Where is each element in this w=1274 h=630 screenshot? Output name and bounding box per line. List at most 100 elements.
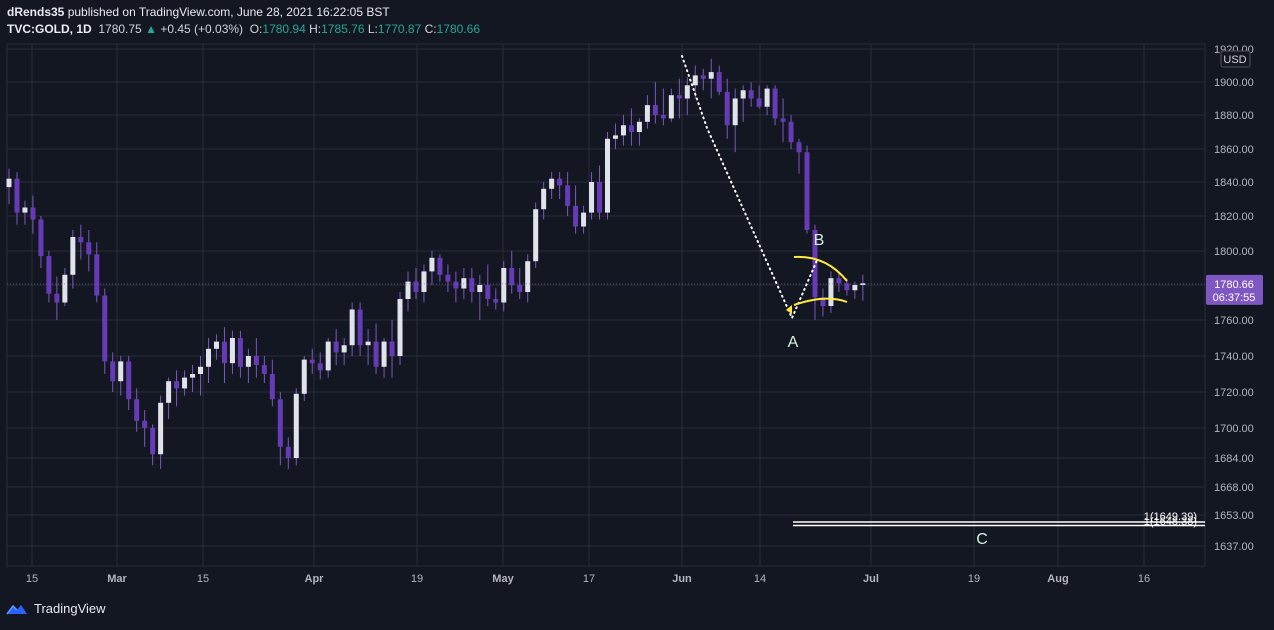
candle-up [190, 374, 196, 378]
candle-down [756, 98, 762, 107]
wave-label-a[interactable]: A [788, 334, 799, 351]
publish-info: dRends35 published on TradingView.com, J… [7, 5, 390, 19]
candle-up [692, 75, 698, 86]
candle-down [820, 297, 826, 306]
arc-lower[interactable] [793, 297, 848, 306]
price-tick-label: 1668.00 [1214, 482, 1254, 494]
time-tick-label: 15 [26, 573, 38, 585]
time-tick-label: Mar [107, 573, 127, 585]
last-price: 1780.75 [98, 22, 142, 36]
time-axis[interactable]: 15 Mar 15 Apr 19 May 17 Jun 14 Jul 19 Aug 16 [26, 573, 1150, 585]
candle-up [541, 188, 547, 210]
price-tick-label: 1700.00 [1214, 423, 1254, 435]
candle-down [221, 341, 227, 364]
candle-up [525, 261, 531, 292]
candle-up [581, 212, 587, 227]
candle-down [357, 309, 363, 346]
symbol-label[interactable]: TVC:GOLD, 1D [7, 22, 92, 36]
candle-up [732, 98, 738, 126]
candle-up [6, 178, 12, 188]
author-name[interactable]: dRends35 [7, 5, 65, 19]
close-value: 1780.66 [436, 22, 480, 36]
candle-up [381, 341, 387, 367]
high-value: 1785.76 [321, 22, 365, 36]
candle-down [748, 90, 754, 99]
candle-down [660, 115, 666, 119]
candle-up [341, 345, 347, 353]
grid-lines [7, 44, 1205, 566]
time-tick-label: 19 [968, 573, 980, 585]
price-tick-label: 1760.00 [1214, 315, 1254, 327]
price-tick-label: 1684.00 [1214, 453, 1254, 465]
time-tick-label: 17 [583, 573, 595, 585]
candle-up [644, 105, 650, 122]
currency-box [1220, 50, 1251, 68]
candle-up [605, 138, 610, 213]
candle-up [245, 356, 251, 367]
candle-down [652, 105, 658, 115]
candle-up [421, 271, 427, 292]
price-tick-label: 1840.00 [1214, 177, 1254, 189]
candle-up [182, 377, 188, 389]
candle-down [38, 219, 44, 257]
candle-down [14, 178, 20, 213]
arc-upper[interactable] [793, 255, 848, 282]
candle-down [277, 399, 283, 447]
wave-label-b[interactable]: B [814, 232, 825, 249]
price-tick-label: 1900.00 [1214, 77, 1254, 89]
candle-up [213, 341, 219, 349]
candle-up [118, 361, 124, 382]
candle-up [612, 135, 618, 139]
candle-up [589, 182, 595, 213]
ohlc-legend: TVC:GOLD, 1D 1780.75 ▲ +0.45 (+0.03%) O:… [7, 22, 480, 36]
candle-up [325, 341, 331, 371]
candle-down [493, 299, 499, 303]
candle-down [253, 356, 259, 365]
candle-up [62, 274, 68, 303]
candle-down [309, 359, 315, 364]
candle-down [333, 341, 339, 353]
time-tick-label: 19 [411, 573, 423, 585]
time-tick-label: May [492, 573, 514, 585]
fib-label: 1(1648.38) [1144, 516, 1197, 528]
wave-dotted-line[interactable] [681, 55, 819, 321]
candle-up [365, 341, 371, 346]
candle-up [349, 309, 355, 346]
high-label: H: [309, 22, 322, 36]
time-tick-label: Aug [1047, 573, 1068, 585]
candle-down [812, 230, 818, 298]
price-axis[interactable]: 1637.00 1653.00 1668.00 1684.00 1700.00 1720.… [1206, 44, 1263, 553]
candle-up [501, 268, 507, 303]
candle-down [437, 257, 443, 275]
drawings[interactable]: A B C 1(1649.39)1(1648.38) [7, 55, 1205, 548]
up-arrow-icon: ▲ [145, 22, 157, 36]
candle-up [158, 402, 164, 455]
candle-down [796, 142, 802, 153]
price-tick-label: 1860.00 [1214, 144, 1254, 156]
candle-down [110, 361, 116, 382]
candles [6, 58, 866, 469]
candle-down [285, 446, 291, 458]
time-tick-label: Apr [305, 573, 325, 585]
candle-down [389, 341, 395, 356]
price-tick-label: 1800.00 [1214, 246, 1254, 258]
tradingview-brand[interactable]: TradingView [34, 601, 106, 616]
candle-up [549, 178, 555, 189]
candle-up [852, 285, 858, 291]
candle-down [780, 118, 786, 122]
candle-down [134, 399, 140, 421]
plot-area[interactable] [6, 43, 1206, 567]
candle-up [461, 278, 467, 289]
wave-label-c[interactable]: C [976, 531, 988, 548]
candle-down [445, 274, 451, 282]
candle-down [844, 283, 850, 291]
time-tick-label: 14 [754, 573, 766, 585]
price-tick-label: 1720.00 [1214, 387, 1254, 399]
candle-down [676, 95, 682, 99]
tradingview-logo-icon[interactable] [6, 602, 28, 616]
time-tick-label: 15 [197, 573, 209, 585]
candle-up [166, 381, 172, 403]
candle-down [261, 365, 267, 374]
candle-down [142, 420, 148, 428]
